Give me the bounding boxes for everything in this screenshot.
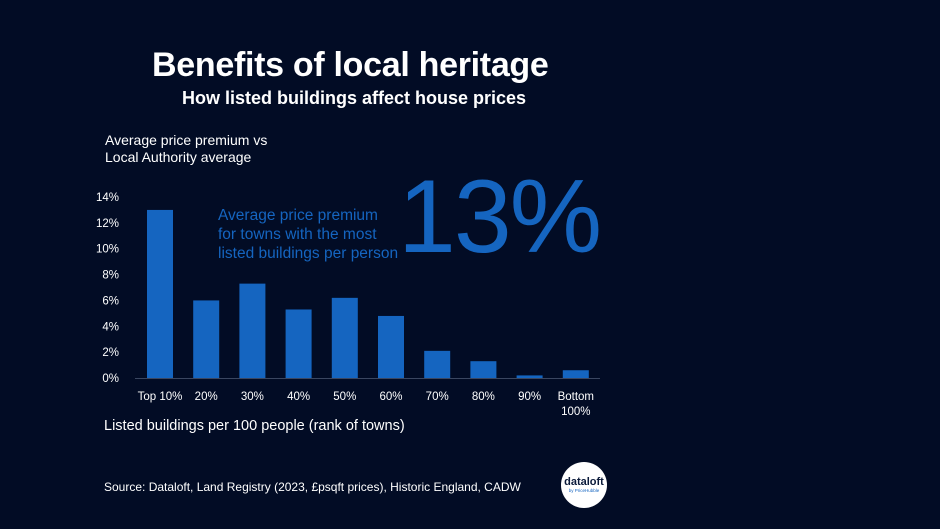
y-tick-label: 14% — [96, 192, 119, 204]
dataloft-logo: dataloft by PriceHubble — [561, 462, 607, 508]
y-axis-label: Average price premium vs Local Authority… — [105, 132, 268, 165]
x-tick-label: 40% — [287, 391, 310, 403]
y-tick-label: 8% — [102, 270, 119, 282]
chart-subtitle: How listed buildings affect house prices — [182, 88, 527, 108]
x-tick-label: 60% — [379, 391, 402, 403]
bar — [193, 300, 220, 378]
x-tick-label: Top 10% — [138, 391, 183, 403]
y-tick-label: 2% — [102, 347, 119, 359]
callout-value: 13% — [398, 159, 602, 275]
bar — [562, 370, 589, 378]
source-note: Source: Dataloft, Land Registry (2023, £… — [104, 480, 521, 494]
logo-tagline: by PriceHubble — [568, 488, 600, 493]
y-tick-label: 4% — [102, 321, 119, 333]
chart-title: Benefits of local heritage — [152, 46, 549, 84]
x-tick-label: 90% — [518, 391, 541, 403]
bar — [331, 297, 358, 378]
bar — [470, 361, 497, 378]
bar — [378, 315, 404, 378]
x-tick-label: 80% — [472, 391, 495, 403]
bar — [424, 350, 451, 378]
x-tick-label: 20% — [195, 391, 218, 403]
logo-wordmark: dataloft — [564, 476, 604, 488]
y-tick-label: 6% — [102, 295, 119, 307]
x-tick-label: Bottom 100% — [558, 391, 594, 418]
callout-text: Average price premium for towns with the… — [218, 207, 399, 262]
y-tick-label: 0% — [102, 373, 119, 385]
bar — [516, 375, 543, 378]
bar — [147, 209, 173, 378]
bar — [239, 283, 266, 378]
x-tick-label: 30% — [241, 391, 264, 403]
x-tick-label: 70% — [426, 391, 449, 403]
y-tick-label: 12% — [96, 218, 119, 230]
x-tick-label: 50% — [333, 391, 356, 403]
y-tick-label: 10% — [96, 244, 119, 256]
x-axis-label: Listed buildings per 100 people (rank of… — [104, 418, 405, 434]
bar — [285, 309, 312, 378]
